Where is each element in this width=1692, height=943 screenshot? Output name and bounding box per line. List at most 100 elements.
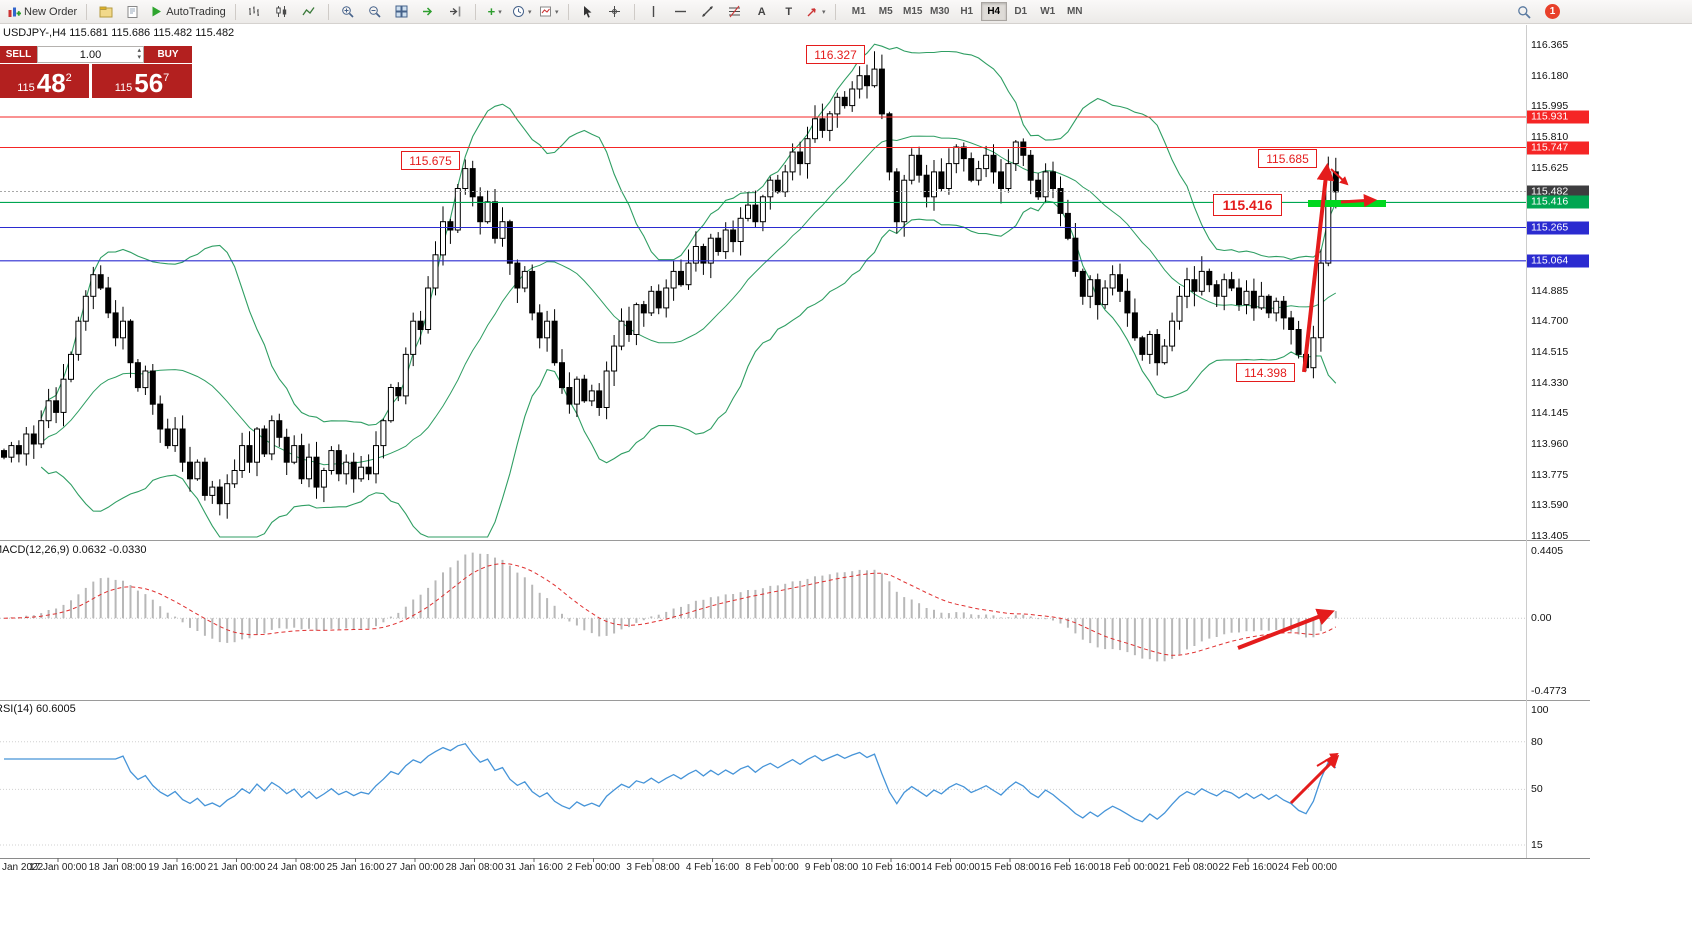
toolbar-separator [567, 3, 569, 20]
crosshair-icon [609, 6, 621, 17]
arrows-tool-button[interactable]: ▾ [803, 1, 829, 23]
timeframe-button-h4[interactable]: H4 [980, 2, 1007, 21]
autotrading-button[interactable]: AutoTrading [147, 1, 229, 23]
toolbar-separator [234, 3, 236, 20]
tile-windows-button[interactable] [389, 1, 415, 23]
new-order-icon [8, 7, 21, 17]
metaeditor-icon [127, 5, 138, 18]
sell-price-button[interactable]: 115 48 2 [0, 64, 89, 98]
timeframe-button-mn[interactable]: MN [1066, 6, 1083, 17]
candlestick-chart-button[interactable] [269, 1, 295, 23]
auto-scroll-icon [423, 7, 433, 16]
vertical-line-icon [653, 6, 655, 17]
candles-layer [1, 51, 1339, 519]
trendline-tool-button[interactable] [695, 1, 721, 23]
crosshair-button[interactable] [602, 1, 628, 23]
line-chart-icon [302, 7, 315, 16]
chart-shift-button[interactable] [443, 1, 469, 23]
rsi-line [4, 742, 1337, 823]
timeframe-toolbar: M1 M5 M15 M30 H1 H4 D1 W1 MN [846, 2, 1088, 21]
autotrading-label: AutoTrading [166, 5, 226, 18]
timeframe-button-d1[interactable]: D1 [1014, 6, 1028, 17]
label-tool-icon: T [785, 5, 793, 18]
auto-scroll-button[interactable] [416, 1, 442, 23]
search-button[interactable] [1511, 1, 1537, 23]
chevron-down-icon: ▾ [821, 8, 826, 16]
trend-arrows[interactable] [1237, 162, 1378, 805]
ask-big-digits: 56 [134, 68, 164, 98]
horizontal-line-icon [675, 10, 687, 13]
cursor-button[interactable] [575, 1, 601, 23]
one-click-top-row: SELL 1.00 ▴ ▾ BUY [0, 46, 192, 63]
timeframe-button-m15[interactable]: M15 [902, 6, 923, 17]
text-tool-button[interactable]: A [749, 1, 775, 23]
green-highlight-bar[interactable] [1308, 200, 1386, 207]
zoom-out-button[interactable] [362, 1, 388, 23]
lot-size-input[interactable]: 1.00 ▴ ▾ [37, 46, 144, 63]
macd-signal-line [3, 562, 1337, 656]
chevron-down-icon: ▾ [554, 8, 559, 16]
templates-button[interactable]: ▾ [536, 1, 562, 23]
cursor-icon [584, 6, 592, 18]
horizontal-line-tool-button[interactable] [668, 1, 694, 23]
ask-pip-digit: 7 [163, 72, 170, 84]
zoom-in-icon [342, 6, 354, 18]
timeframe-button-h1[interactable]: H1 [960, 6, 974, 17]
toolbar-separator [633, 3, 635, 20]
bar-chart-button[interactable] [242, 1, 268, 23]
periods-clock-icon [512, 6, 524, 17]
new-order-button[interactable]: New Order [4, 1, 80, 23]
main-toolbar: New Order AutoTrading [0, 0, 1692, 24]
bid-big-digits: 48 [36, 68, 66, 98]
bid-pip-digit: 2 [65, 72, 72, 84]
spinner-up-icon[interactable]: ▴ [137, 47, 141, 54]
profiles-icon [99, 6, 113, 17]
notification-badge[interactable]: 1 [1545, 4, 1560, 19]
label-tool-button[interactable]: T [776, 1, 802, 23]
fibonacci-tool-button[interactable] [722, 1, 748, 23]
lot-spinner[interactable]: ▴ ▾ [137, 47, 141, 61]
one-click-price-row: 115 48 2 115 56 7 [0, 64, 192, 98]
timeframe-button-m5[interactable]: M5 [878, 6, 893, 17]
trendline-icon [702, 6, 714, 17]
vertical-line-tool-button[interactable] [641, 1, 667, 23]
one-click-trading-panel: SELL 1.00 ▴ ▾ BUY 115 48 2 115 56 7 [0, 46, 192, 98]
macd-histogram [10, 552, 1337, 662]
chart-shift-icon [450, 6, 461, 17]
macd-label: MACD(12,26,9) 0.0632 -0.0330 [0, 544, 147, 556]
chevron-down-icon: ▾ [527, 8, 532, 16]
toolbar-separator [474, 3, 476, 20]
search-icon [1518, 5, 1531, 19]
panel-separators [0, 25, 1590, 859]
sell-button[interactable]: SELL [0, 46, 37, 63]
bar-chart-icon [249, 6, 260, 16]
spinner-down-icon[interactable]: ▾ [137, 54, 141, 61]
periods-button[interactable]: ▾ [509, 1, 535, 23]
candlestick-chart-icon [276, 6, 287, 17]
line-chart-button[interactable] [296, 1, 322, 23]
bollinger-bands [40, 43, 1337, 538]
chevron-down-icon: ▾ [498, 8, 502, 16]
timeframe-button-m30[interactable]: M30 [929, 6, 950, 17]
time-axis-ticks [57, 858, 1308, 862]
toolbar-right-group: 1 [1511, 1, 1560, 23]
buy-button[interactable]: BUY [144, 46, 192, 63]
new-order-label: New Order [24, 5, 78, 18]
zoom-in-button[interactable] [335, 1, 361, 23]
toolbar-separator [834, 3, 836, 20]
toolbar-separator [327, 3, 329, 20]
timeframe-button-m1[interactable]: M1 [851, 6, 866, 17]
timeframe-button-w1[interactable]: W1 [1040, 6, 1056, 17]
profiles-button[interactable] [93, 1, 119, 23]
autotrading-play-icon [152, 6, 162, 17]
buy-price-button[interactable]: 115 56 7 [92, 64, 192, 98]
ask-prefix: 115 [114, 82, 133, 94]
horizontal-line-objects[interactable] [0, 116, 1526, 262]
bid-prefix: 115 [17, 82, 35, 94]
indicators-button[interactable]: + ▾ [482, 1, 508, 23]
chart-ohlc-title: USDJPY-,H4 115.681 115.686 115.482 115.4… [3, 27, 235, 39]
metaeditor-button[interactable] [120, 1, 146, 23]
indicators-plus-icon: + [487, 4, 496, 19]
